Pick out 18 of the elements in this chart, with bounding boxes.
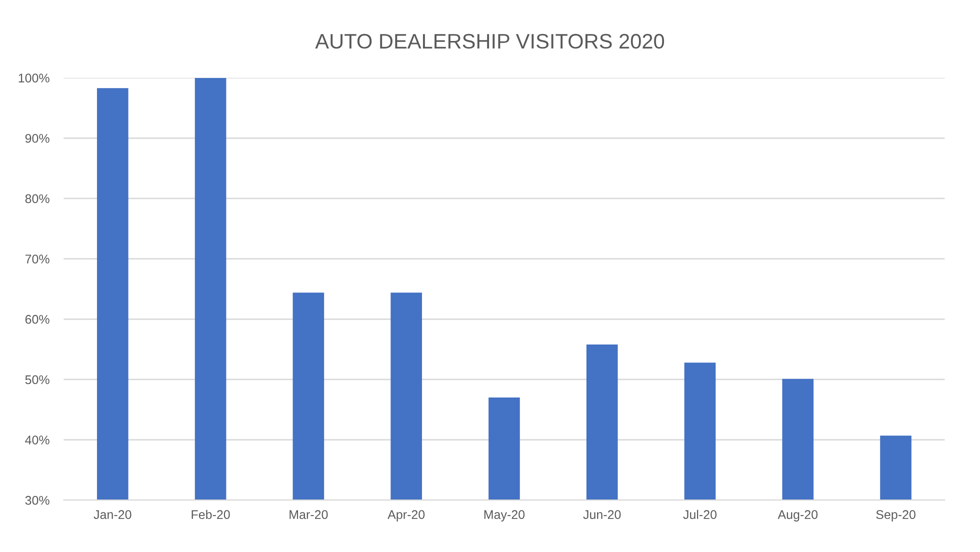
y-tick-label: 90% — [25, 134, 50, 143]
x-tick-label: Jul-20 — [683, 510, 717, 520]
y-tick-label: 50% — [25, 375, 50, 384]
y-tick-label: 100% — [18, 74, 50, 82]
x-tick-label: May-20 — [484, 510, 525, 522]
x-tick-label: Aug-20 — [778, 510, 818, 522]
x-tick-label: Apr-20 — [388, 510, 425, 522]
x-tick-label: Mar-20 — [290, 510, 328, 520]
y-tick-label: 40% — [25, 436, 50, 444]
y-tick-label: 30% — [25, 496, 50, 505]
x-tick-label: Jan-20 — [94, 510, 132, 520]
x-tick-label: Feb-20 — [192, 510, 230, 520]
x-tick-label: Jun-20 — [583, 510, 621, 520]
chart-title: AUTO DEALERSHIP VISITORS 2020 — [315, 34, 664, 49]
y-tick-label: 80% — [25, 194, 50, 204]
y-tick-label: 70% — [25, 254, 50, 264]
x-tick-label: Sep-20 — [876, 510, 916, 522]
y-tick-label: 60% — [25, 314, 50, 324]
